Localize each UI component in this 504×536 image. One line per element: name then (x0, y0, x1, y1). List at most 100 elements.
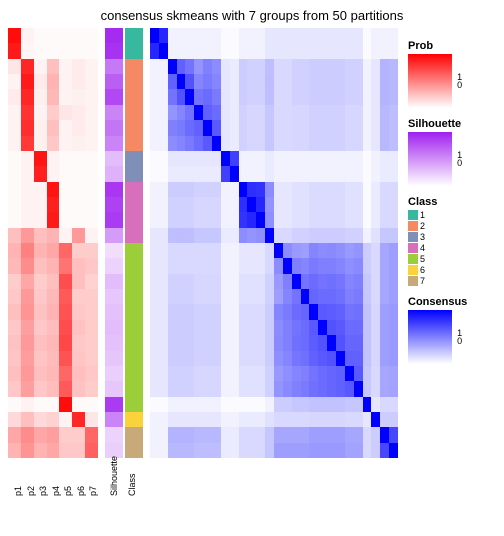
prob-cell (85, 74, 98, 89)
matrix-row (150, 228, 398, 243)
matrix-cell (239, 43, 248, 58)
matrix-cell (345, 151, 354, 166)
matrix-cell (177, 258, 186, 273)
matrix-cell (212, 136, 221, 151)
class-cell (125, 166, 143, 181)
prob-cell (8, 43, 21, 58)
matrix-cell (380, 182, 389, 197)
matrix-cell (239, 105, 248, 120)
matrix-cell (363, 197, 372, 212)
prob-cell (34, 197, 47, 212)
matrix-cell (318, 427, 327, 442)
prob-cell (34, 274, 47, 289)
prob-cell (21, 412, 34, 427)
matrix-cell (363, 289, 372, 304)
matrix-cell (274, 351, 283, 366)
matrix-cell (380, 427, 389, 442)
matrix-cell (283, 412, 292, 427)
class-cell (125, 136, 143, 151)
prob-cell (85, 228, 98, 243)
matrix-cell (371, 243, 380, 258)
matrix-cell (265, 397, 274, 412)
matrix-cell (354, 166, 363, 181)
prob-cell (21, 320, 34, 335)
matrix-cell (283, 427, 292, 442)
matrix-cell (380, 381, 389, 396)
prob-cell (72, 243, 85, 258)
matrix-cell (345, 74, 354, 89)
prob-cell (21, 335, 34, 350)
matrix-cell (159, 74, 168, 89)
matrix-cell (327, 289, 336, 304)
matrix-cell (221, 166, 230, 181)
matrix-cell (345, 351, 354, 366)
consensus-matrix (150, 28, 398, 458)
matrix-cell (309, 120, 318, 135)
prob-cell (34, 320, 47, 335)
class-cell (125, 443, 143, 458)
matrix-cell (230, 228, 239, 243)
prob-col (21, 28, 34, 458)
matrix-cell (194, 43, 203, 58)
prob-cell (34, 304, 47, 319)
matrix-cell (221, 182, 230, 197)
matrix-cell (194, 397, 203, 412)
matrix-cell (194, 443, 203, 458)
matrix-cell (168, 74, 177, 89)
matrix-cell (336, 412, 345, 427)
prob-cell (85, 59, 98, 74)
matrix-cell (371, 28, 380, 43)
matrix-cell (371, 443, 380, 458)
prob-cell (21, 105, 34, 120)
matrix-cell (345, 258, 354, 273)
matrix-cell (292, 105, 301, 120)
prob-cell (85, 320, 98, 335)
matrix-cell (168, 182, 177, 197)
matrix-cell (159, 335, 168, 350)
prob-columns (8, 28, 98, 458)
matrix-cell (283, 74, 292, 89)
class-label-text: 2 (420, 221, 425, 231)
matrix-cell (212, 151, 221, 166)
matrix-cell (345, 228, 354, 243)
prob-col (72, 28, 85, 458)
matrix-cell (301, 335, 310, 350)
matrix-row (150, 43, 398, 58)
prob-cell (47, 304, 60, 319)
sil-cell (105, 43, 123, 58)
matrix-cell (265, 120, 274, 135)
matrix-cell (150, 74, 159, 89)
matrix-row (150, 166, 398, 181)
prob-cell (47, 443, 60, 458)
matrix-cell (371, 74, 380, 89)
matrix-cell (309, 105, 318, 120)
matrix-row (150, 136, 398, 151)
matrix-cell (221, 366, 230, 381)
matrix-cell (318, 74, 327, 89)
class-label: Class (127, 478, 167, 496)
matrix-cell (336, 166, 345, 181)
matrix-cell (177, 427, 186, 442)
matrix-cell (177, 89, 186, 104)
matrix-cell (150, 258, 159, 273)
matrix-cell (327, 166, 336, 181)
prob-cell (59, 120, 72, 135)
matrix-cell (185, 212, 194, 227)
matrix-cell (318, 412, 327, 427)
matrix-cell (318, 120, 327, 135)
matrix-cell (256, 228, 265, 243)
matrix-cell (345, 289, 354, 304)
matrix-cell (318, 243, 327, 258)
matrix-cell (389, 274, 398, 289)
sil-cell (105, 381, 123, 396)
matrix-cell (274, 274, 283, 289)
matrix-cell (256, 59, 265, 74)
matrix-cell (389, 136, 398, 151)
matrix-cell (363, 74, 372, 89)
matrix-cell (389, 320, 398, 335)
matrix-cell (363, 43, 372, 58)
matrix-cell (371, 151, 380, 166)
matrix-cell (363, 351, 372, 366)
legend-consensus: Consensus 1 0 (408, 296, 502, 364)
prob-cell (34, 28, 47, 43)
